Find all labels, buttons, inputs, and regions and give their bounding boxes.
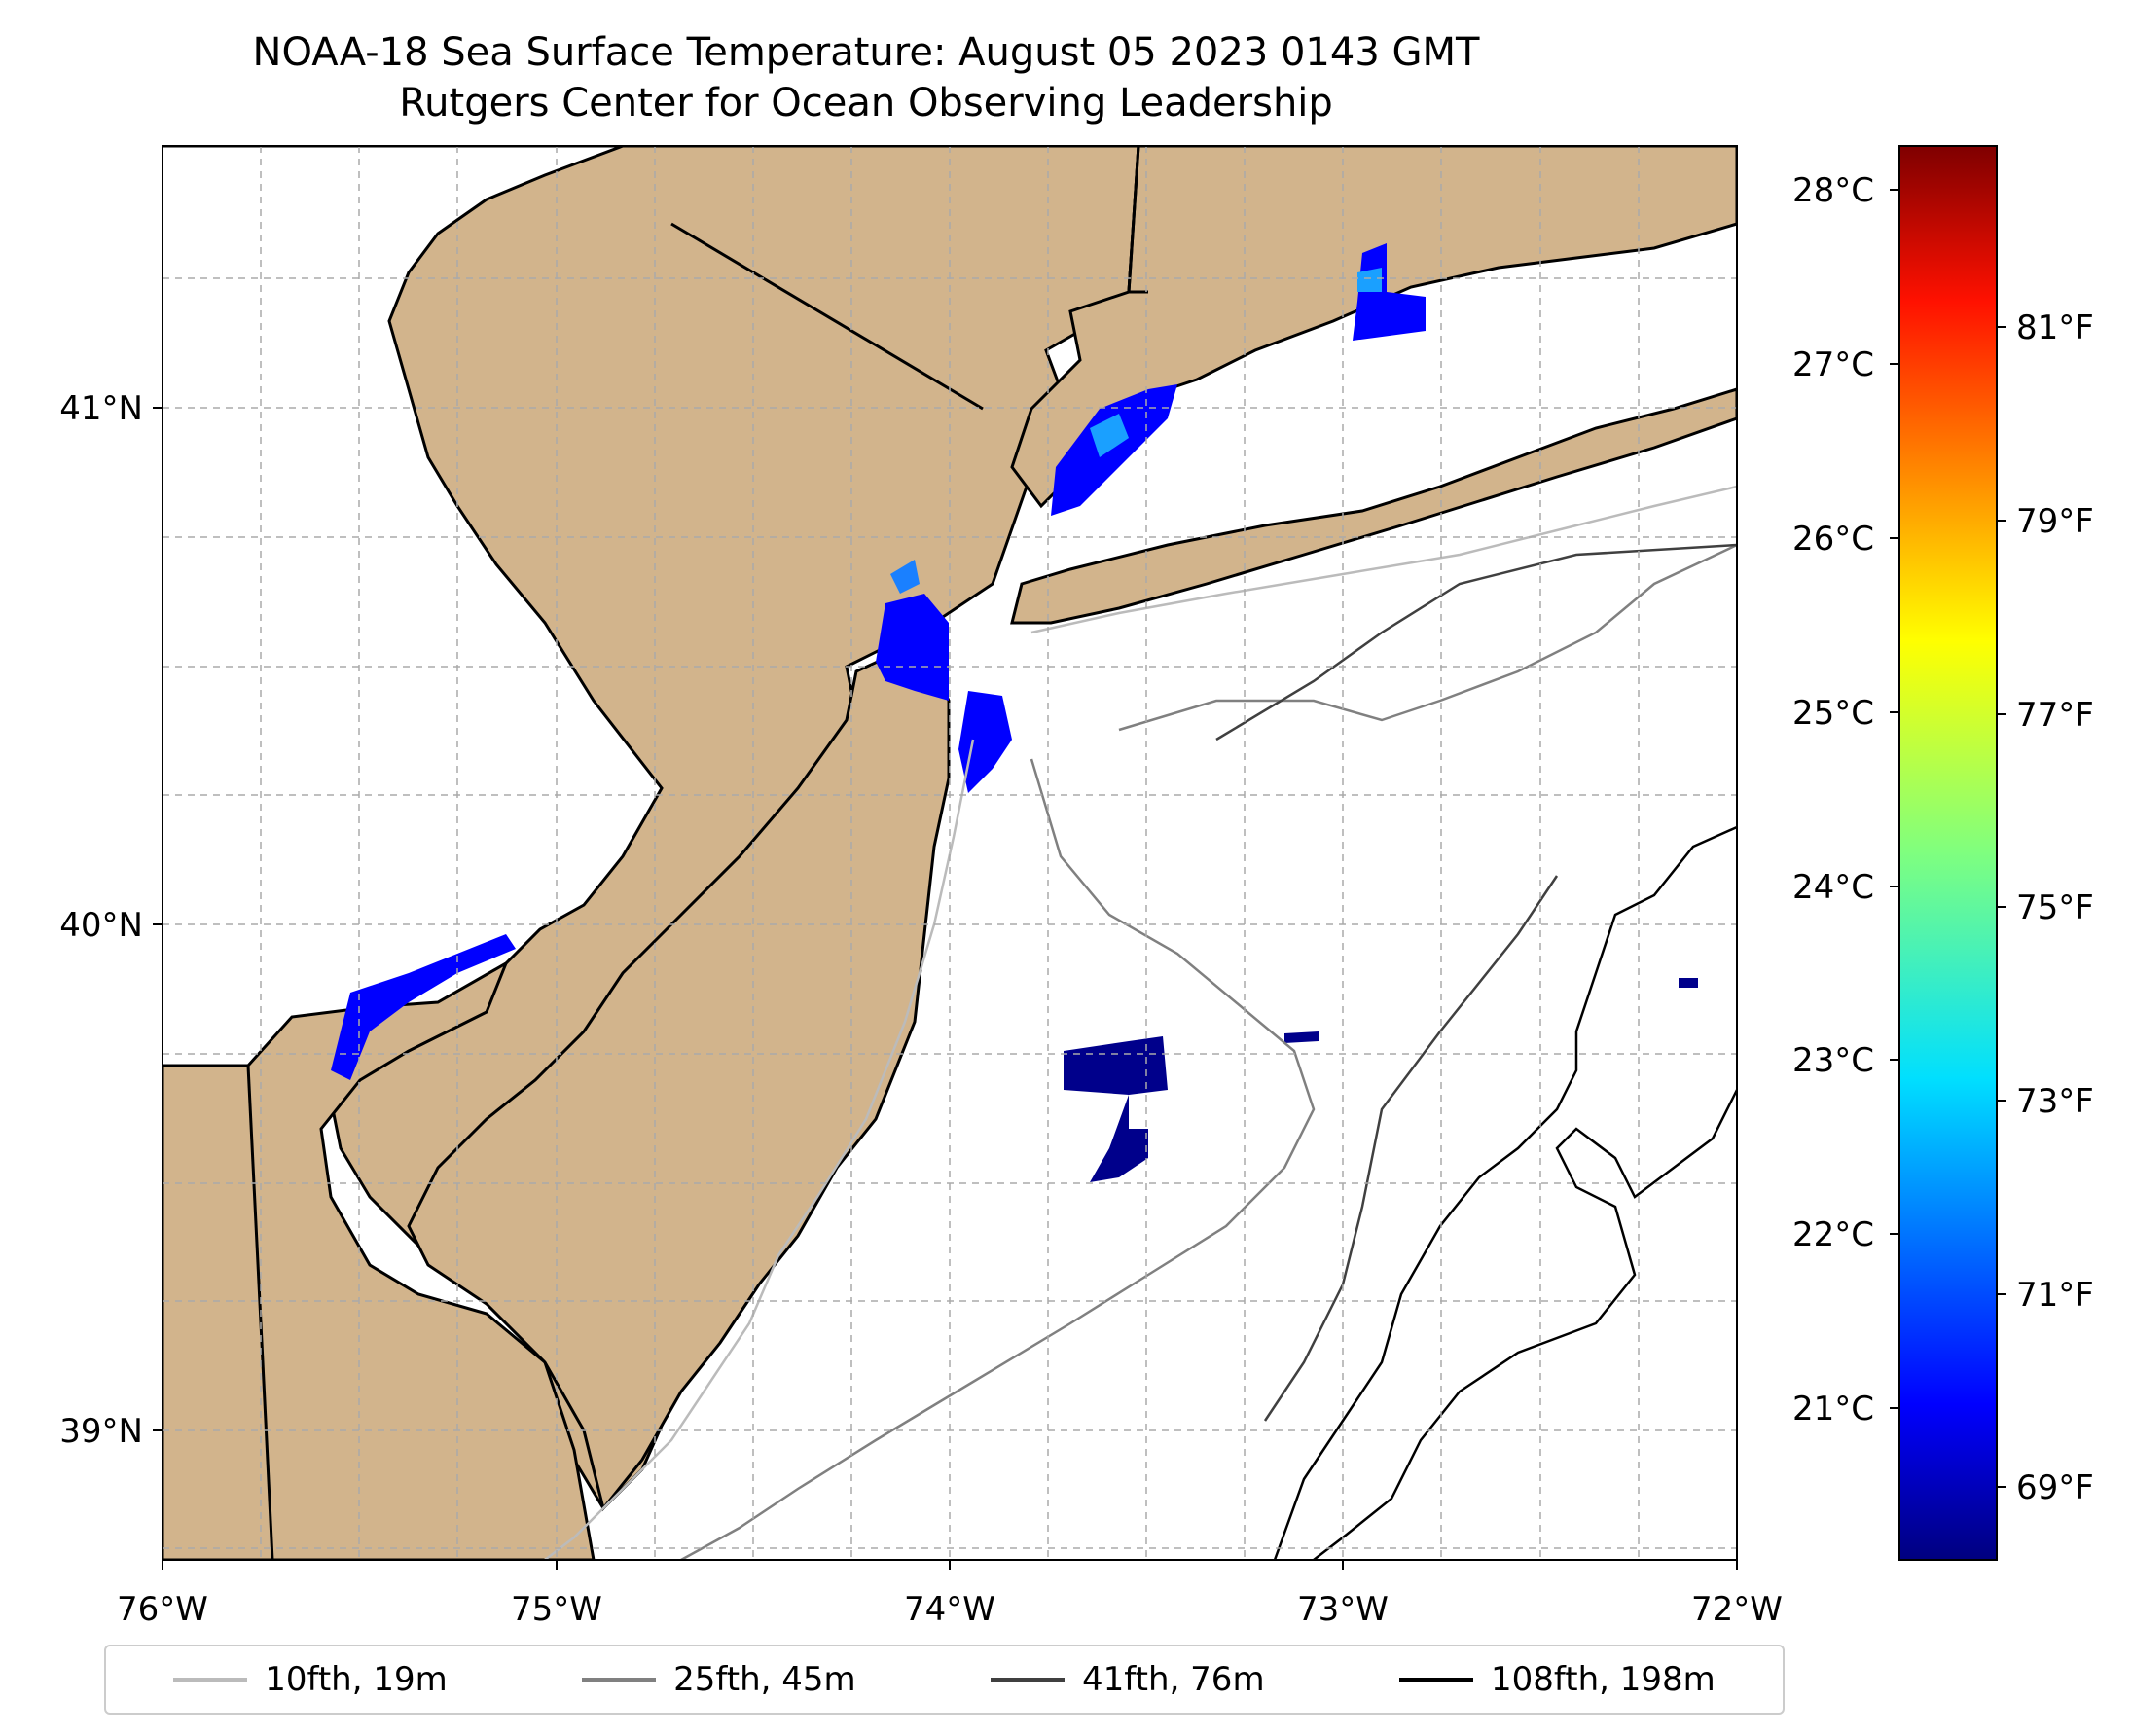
lon-label-76w: 76°W (117, 1590, 208, 1629)
legend-swatch (582, 1677, 657, 1682)
celsius-label: 28°C (1792, 171, 1874, 210)
colorbar (1898, 145, 1998, 1561)
celsius-label: 27°C (1792, 345, 1874, 384)
celsius-label: 24°C (1792, 868, 1874, 907)
lat-label-41n: 41°N (59, 389, 143, 428)
celsius-label: 21°C (1792, 1390, 1874, 1429)
title-line-2: Rutgers Center for Ocean Observing Leade… (399, 81, 1333, 126)
lon-label-73w: 73°W (1297, 1590, 1389, 1629)
celsius-label: 25°C (1792, 694, 1874, 733)
colorbar-fahrenheit-ticks (1997, 326, 2006, 1488)
fahrenheit-label: 77°F (2016, 696, 2094, 735)
legend-label: 108fth, 198m (1490, 1660, 1716, 1699)
lon-label-74w: 74°W (904, 1590, 995, 1629)
lat-label-40n: 40°N (59, 906, 143, 945)
celsius-label: 22°C (1792, 1215, 1874, 1254)
colorbar-celsius-ticks (1890, 189, 1899, 1409)
celsius-label: 26°C (1792, 520, 1874, 559)
legend-label: 25fth, 45m (673, 1660, 856, 1699)
axis-ticks (153, 407, 1738, 1570)
legend-label: 10fth, 19m (265, 1660, 448, 1699)
lon-label-72w: 72°W (1691, 1590, 1783, 1629)
fahrenheit-label: 81°F (2016, 308, 2094, 347)
legend-swatch (991, 1677, 1066, 1682)
legend-item-41fth: 41fth, 76m (991, 1660, 1265, 1699)
legend-swatch (1398, 1677, 1473, 1682)
legend-label: 41fth, 76m (1082, 1660, 1265, 1699)
fahrenheit-label: 69°F (2016, 1468, 2094, 1507)
fahrenheit-label: 73°F (2016, 1082, 2094, 1121)
legend-swatch (173, 1677, 248, 1682)
legend-item-25fth: 25fth, 45m (582, 1660, 856, 1699)
land-long-island (1010, 387, 1737, 625)
lat-label-39n: 39°N (59, 1412, 143, 1451)
title-line-1: NOAA-18 Sea Surface Temperature: August … (252, 30, 1480, 75)
celsius-label: 23°C (1792, 1041, 1874, 1080)
graticule (163, 146, 1737, 1560)
fahrenheit-label: 75°F (2016, 888, 2094, 927)
lon-label-75w: 75°W (511, 1590, 602, 1629)
legend-item-10fth: 10fth, 19m (173, 1660, 448, 1699)
fahrenheit-label: 71°F (2016, 1276, 2094, 1315)
contour-legend: 10fth, 19m 25fth, 45m 41fth, 76m 108fth,… (104, 1645, 1785, 1715)
legend-item-108fth: 108fth, 198m (1398, 1660, 1716, 1699)
fahrenheit-label: 79°F (2016, 502, 2094, 541)
chart-title: NOAA-18 Sea Surface Temperature: August … (0, 27, 1732, 128)
